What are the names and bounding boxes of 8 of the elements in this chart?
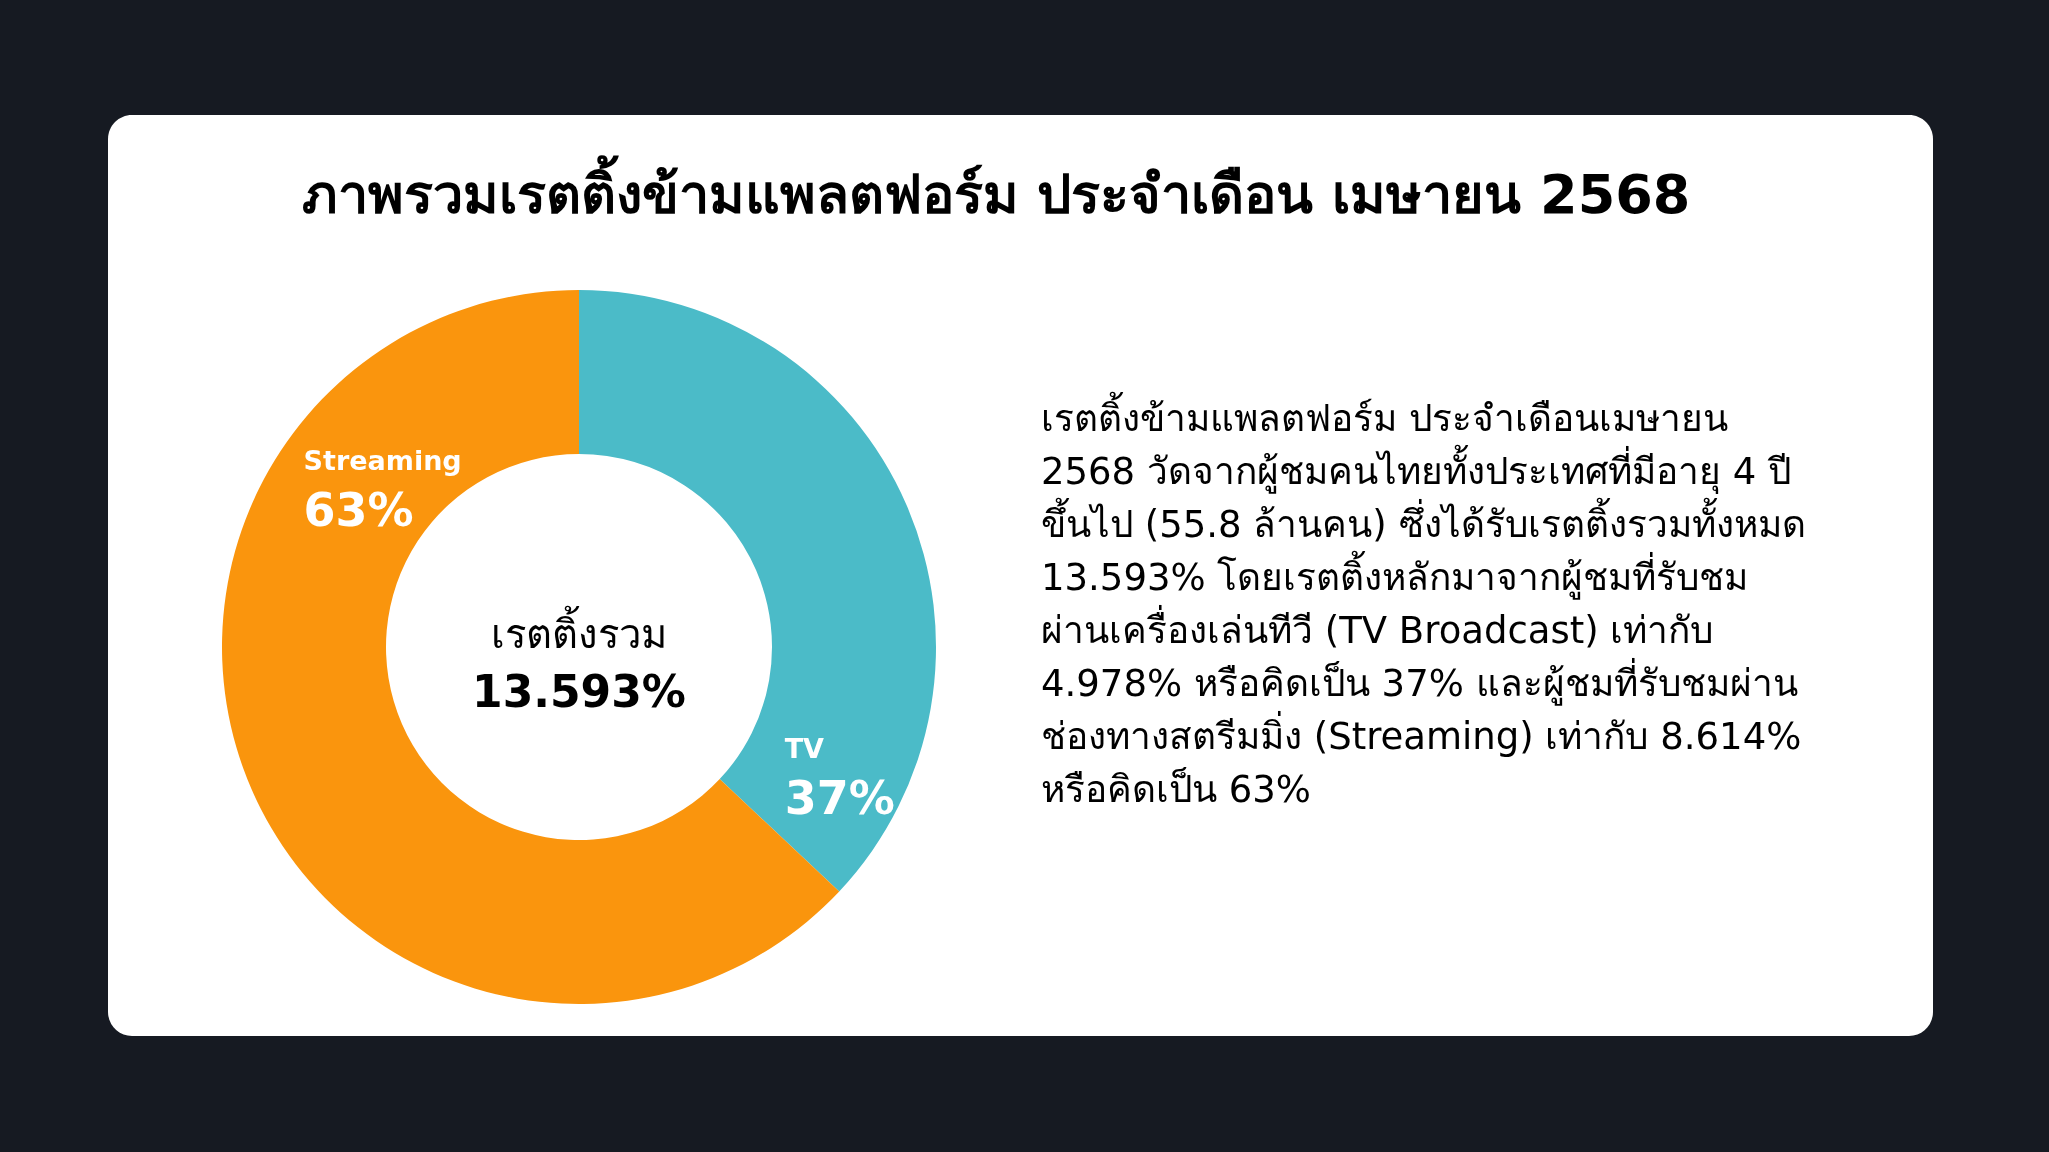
chart-title: ภาพรวมเรตติ้งข้ามแพลตฟอร์ม ประจำเดือน เมษายน 2568	[301, 155, 1691, 226]
text: เรตติ้งรวม	[491, 605, 667, 657]
text: เรตติ้งข้ามแพลตฟอร์ม ประจำเดือนเมษายน 2568 วัดจากผู้ชมคนไทยทั้งประเทศที่มีอายุ 4 ปี ขึ้นไป (55.8 ล้านคน) ซึ่งได้รับเรตติ้งรวมทั้งหมด 13.593% โดยเรตติ้งหลักมาจากผู้ชมที่รับชม ผ่านเครื่องเล่นทีวี (TV Broadcast) เท่ากับ 4.978% หรือคิดเป็น 37% และผู้ชมที่รับชมผ่าน ช่องทางสตรีมมิ่ง (Streaming) เท่ากับ 8.614% หรือคิดเป็น 63%	[1041, 391, 1806, 811]
slice-label: TV	[784, 733, 825, 765]
data-label: 37%	[784, 771, 895, 826]
data-label: 63%	[303, 483, 414, 538]
slice-label: Streaming	[303, 445, 462, 477]
text: 13.593%	[472, 666, 686, 717]
